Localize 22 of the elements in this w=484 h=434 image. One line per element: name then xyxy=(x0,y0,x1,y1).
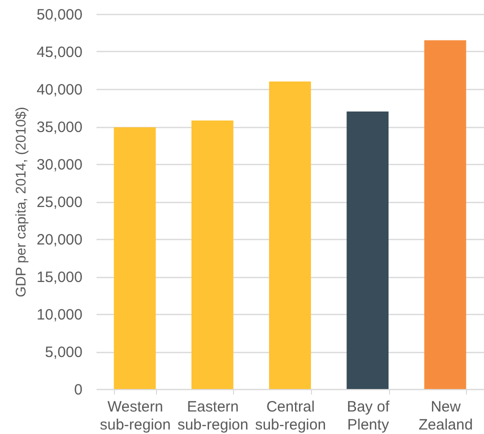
y-tick-label: 35,000 xyxy=(36,119,82,136)
x-tick-label: Western sub-region xyxy=(100,398,171,434)
bar xyxy=(269,82,311,389)
bar xyxy=(114,127,156,389)
y-tick-label: 40,000 xyxy=(36,82,82,98)
x-tick-label: Eastern sub-region xyxy=(177,398,248,434)
y-tick-label: 30,000 xyxy=(36,156,82,174)
y-tick-label: 20,000 xyxy=(36,232,82,248)
y-axis-title: GDP per capita, 2014, (2010$) xyxy=(12,106,29,298)
x-tick-label: Bay of Plenty xyxy=(346,398,390,434)
y-tick-label: 15,000 xyxy=(36,269,82,286)
bar xyxy=(191,120,234,389)
y-tick-label: 50,000 xyxy=(36,6,82,24)
bar xyxy=(424,40,466,389)
x-tick-label: Central sub-region xyxy=(255,398,326,434)
y-tick-label: 0 xyxy=(74,382,82,398)
x-tick-label: New Zealand xyxy=(418,398,473,434)
y-tick-label: 5,000 xyxy=(44,344,82,361)
y-tick-label: 10,000 xyxy=(36,306,82,324)
bar xyxy=(346,112,389,389)
y-tick-label: 45,000 xyxy=(36,44,82,61)
y-tick-label: 25,000 xyxy=(36,194,82,211)
